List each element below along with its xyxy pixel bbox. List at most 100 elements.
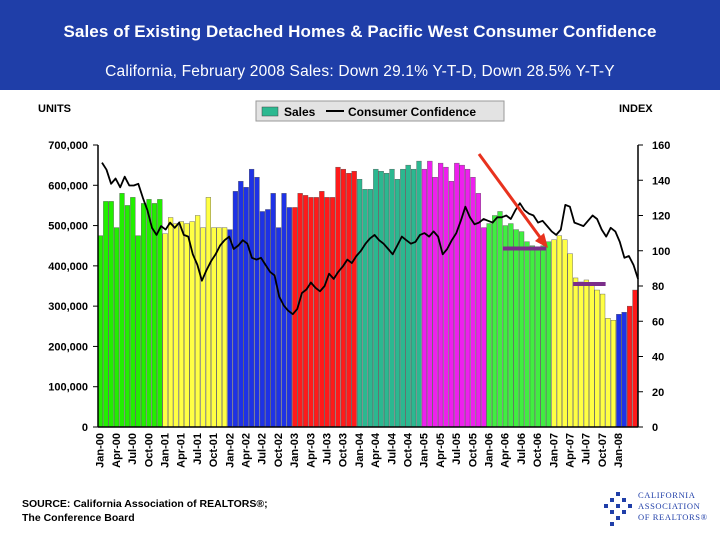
sales-bar [432, 177, 438, 428]
car-logo: CALIFORNIA ASSOCIATION OF REALTORS® [598, 486, 716, 536]
sales-bar [297, 193, 303, 428]
legend-box [255, 100, 505, 122]
sales-bar [459, 164, 465, 428]
sales-bar [378, 170, 384, 428]
sales-bar [524, 241, 530, 428]
sales-bar [486, 223, 492, 428]
sales-bar [546, 241, 552, 428]
logo-line-1: CALIFORNIA [638, 490, 696, 500]
trend-arrow-head [535, 233, 548, 248]
chart-title: Sales of Existing Detached Homes & Pacif… [63, 22, 657, 41]
sales-bar [411, 168, 417, 428]
x-tick-label: Apr-00 [111, 433, 123, 468]
sales-bar [200, 227, 206, 428]
y-right-tick-label: 80 [652, 281, 664, 293]
sales-bar [216, 227, 222, 428]
logo-line-2: ASSOCIATION [638, 501, 701, 511]
x-tick-label: Jan-07 [548, 433, 560, 468]
x-tick-label: Apr-04 [370, 432, 382, 468]
x-tick-label: Jan-06 [484, 433, 496, 468]
sales-bar [481, 227, 487, 428]
sales-bar [324, 197, 330, 428]
sales-bar [292, 207, 298, 428]
x-tick-label: Oct-02 [273, 433, 285, 467]
legend-sales-label: Sales [284, 105, 316, 119]
x-tick-label: Oct-01 [208, 433, 220, 467]
sales-bar [303, 195, 309, 428]
sales-bar [124, 205, 131, 428]
sales-bar [194, 215, 201, 428]
sales-bar [421, 168, 428, 428]
sales-bar [173, 223, 179, 428]
sales-bar [502, 225, 509, 428]
sales-bar [470, 177, 476, 428]
sales-bar [567, 253, 573, 428]
sales-bar [346, 172, 352, 428]
sales-bar [551, 239, 557, 428]
sales-bar [594, 289, 600, 428]
sales-bar [146, 199, 152, 428]
source-note: SOURCE: California Association of REALTO… [22, 497, 268, 525]
sales-bar [438, 162, 444, 428]
x-tick-label: Jan-00 [95, 433, 107, 468]
x-tick-label: Apr-02 [241, 433, 253, 468]
sales-bar [319, 191, 325, 428]
sales-bar [103, 201, 109, 428]
sales-bar [405, 164, 411, 428]
x-tick-label: Jul-07 [581, 433, 593, 465]
y-left-tick-label: 0 [82, 422, 88, 434]
x-tick-label: Jan-05 [419, 433, 431, 468]
sales-bar [308, 197, 314, 428]
x-tick-label: Oct-00 [143, 433, 155, 467]
sales-bar [562, 239, 568, 428]
sales-bar [384, 172, 390, 428]
sales-bar [416, 160, 422, 428]
sales-bar [276, 227, 282, 428]
x-tick-label: Oct-05 [467, 433, 479, 467]
y-left-tick-label: 200,000 [48, 341, 88, 353]
y-right-tick-label: 20 [652, 387, 664, 399]
y-left-tick-label: 100,000 [48, 382, 88, 394]
x-tick-label: Oct-07 [597, 433, 609, 467]
sales-bar [232, 191, 239, 428]
sales-bar [394, 179, 401, 428]
sales-bar [475, 193, 482, 428]
sales-bar [130, 197, 136, 428]
sales-bar [162, 233, 168, 428]
x-tick-label: Jul-02 [257, 433, 269, 465]
sales-bar [605, 318, 611, 428]
sales-bar [600, 293, 606, 428]
trend-arrow-line [477, 153, 544, 241]
sales-bar [340, 168, 347, 428]
sales-bar [454, 162, 460, 428]
sales-bar [330, 197, 336, 428]
x-tick-label: Jan-03 [289, 433, 301, 468]
sales-bar [556, 235, 563, 428]
x-tick-label: Jul-06 [516, 433, 528, 465]
legend-sales-swatch [261, 106, 279, 117]
sales-bar [221, 227, 228, 428]
sales-bar [443, 166, 449, 428]
sales-bar [119, 193, 125, 428]
sales-bar [427, 160, 433, 428]
y-right-tick-label: 0 [652, 422, 658, 434]
y-right-tick-label: 60 [652, 316, 664, 328]
x-tick-label: Jul-05 [451, 433, 463, 465]
x-tick-label: Oct-03 [338, 433, 350, 467]
sales-bar [583, 279, 590, 428]
sales-bar [519, 231, 525, 428]
sales-bar [362, 189, 368, 428]
sales-bar [448, 181, 455, 428]
sales-bar [281, 193, 287, 428]
sales-bar [254, 177, 260, 428]
sales-bar [335, 166, 341, 428]
x-tick-label: Apr-01 [176, 433, 188, 468]
sales-bar [167, 217, 174, 428]
x-tick-label: Oct-06 [532, 433, 544, 467]
sales-bar [238, 181, 244, 428]
sales-bar [513, 229, 519, 428]
sales-bar [227, 229, 233, 428]
sales-bar [535, 249, 541, 428]
sales-bar [627, 305, 633, 428]
sales-bar [108, 201, 114, 428]
